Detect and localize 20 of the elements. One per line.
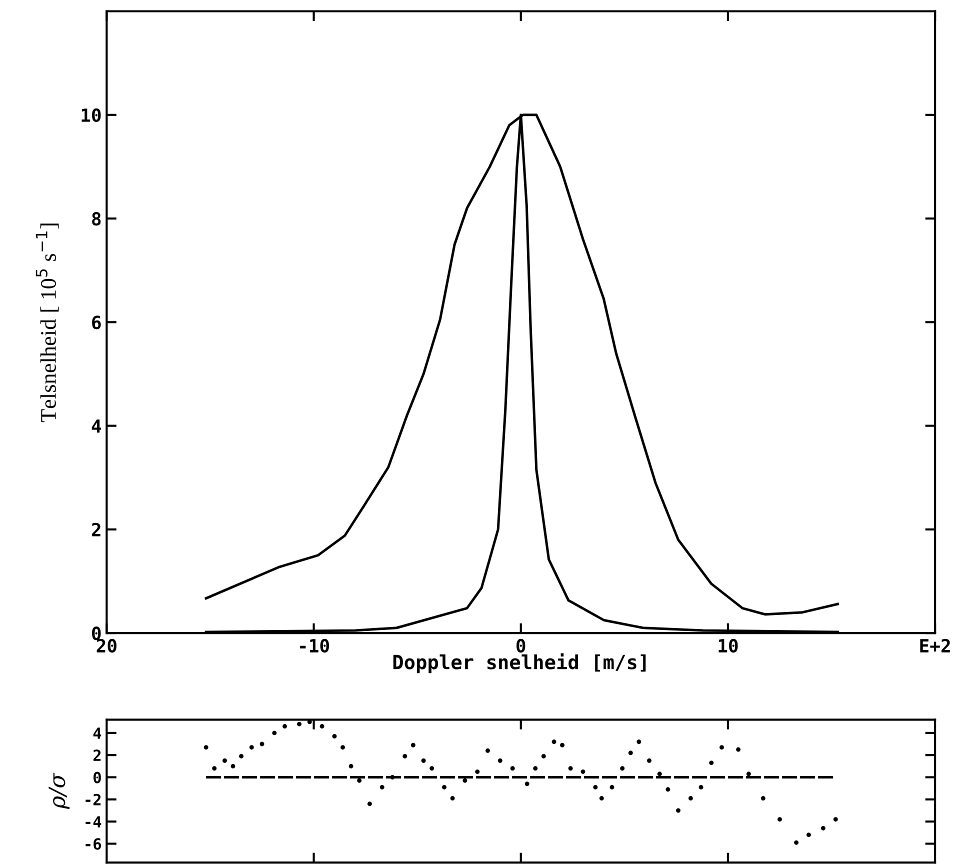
x-tick-label: -10 bbox=[300, 638, 329, 653]
x-tick-label: 20 bbox=[96, 638, 116, 653]
y-tick-label: 10 bbox=[82, 108, 101, 122]
y-tick-label: 6 bbox=[92, 316, 101, 330]
y-tick-label: 2 bbox=[92, 522, 100, 536]
y-tick-label: 0 bbox=[92, 626, 101, 640]
y-tick-label: 0 bbox=[94, 772, 101, 784]
y-tick-label: 2 bbox=[93, 750, 101, 761]
y-tick-label: -2 bbox=[86, 794, 101, 806]
y-tick-label: -4 bbox=[86, 816, 102, 828]
y-tick-label: -6 bbox=[86, 838, 101, 850]
y-tick-label: 8 bbox=[92, 212, 101, 226]
y-axis-title: Telsnelheid [ 10$^{5}$ s$^{−1}$] bbox=[36, 224, 59, 422]
y-tick-label: 4 bbox=[92, 419, 101, 433]
x-axis-title: Doppler snelheid [m/s] bbox=[393, 653, 646, 674]
x-tick-label: 10 bbox=[718, 638, 738, 653]
x-tick-label: 0 bbox=[516, 638, 526, 653]
y-axis-title: ρ/σ bbox=[48, 772, 70, 810]
y-tick-label: 4 bbox=[93, 728, 102, 739]
x-tick-label: E+2 bbox=[920, 638, 950, 652]
